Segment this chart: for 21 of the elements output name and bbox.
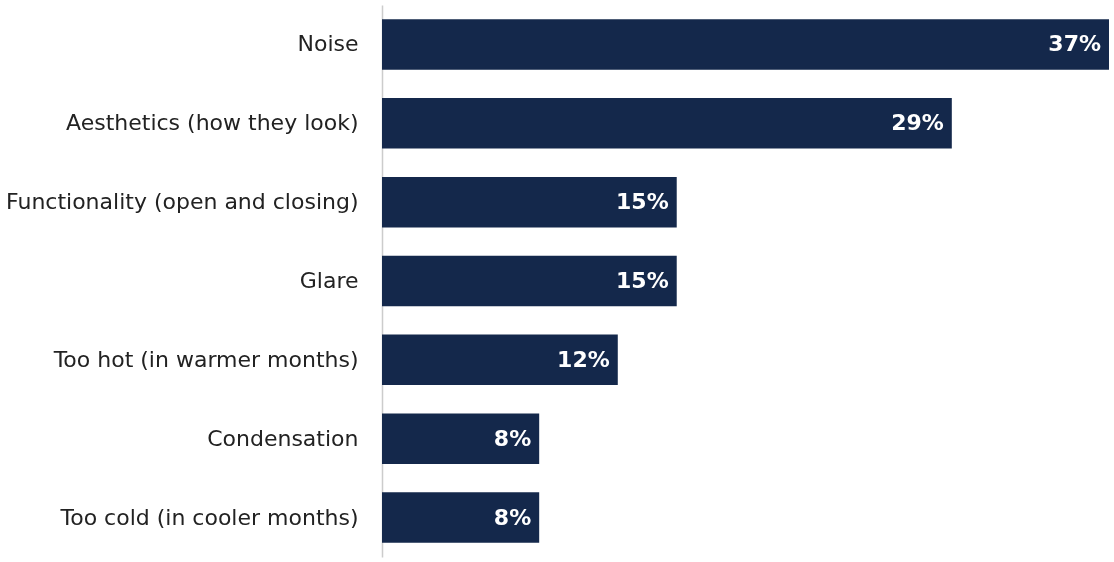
bar xyxy=(382,492,540,543)
bar xyxy=(382,176,677,228)
bar xyxy=(382,98,952,149)
y-tick-label: Too hot (in warmer months) xyxy=(52,346,359,372)
data-label: 29% xyxy=(891,110,944,136)
data-label: 12% xyxy=(557,346,610,372)
data-label: 15% xyxy=(616,268,669,293)
y-tick-label: Aesthetics (how they look) xyxy=(66,110,359,136)
y-tick-label: Glare xyxy=(299,268,359,293)
data-label: 8% xyxy=(493,504,532,530)
y-tick-label: Noise xyxy=(297,31,359,57)
bar xyxy=(382,334,618,386)
bar xyxy=(382,413,540,464)
data-label: 8% xyxy=(493,425,532,451)
data-label: 37% xyxy=(1048,31,1101,57)
bar xyxy=(382,255,677,307)
y-tick-label: Too cold (in cooler months) xyxy=(59,504,359,530)
bar xyxy=(382,19,1109,70)
y-tick-label: Condensation xyxy=(207,425,359,451)
y-tick-label: Functionality (open and closing) xyxy=(5,189,359,215)
data-label: 15% xyxy=(616,189,669,215)
